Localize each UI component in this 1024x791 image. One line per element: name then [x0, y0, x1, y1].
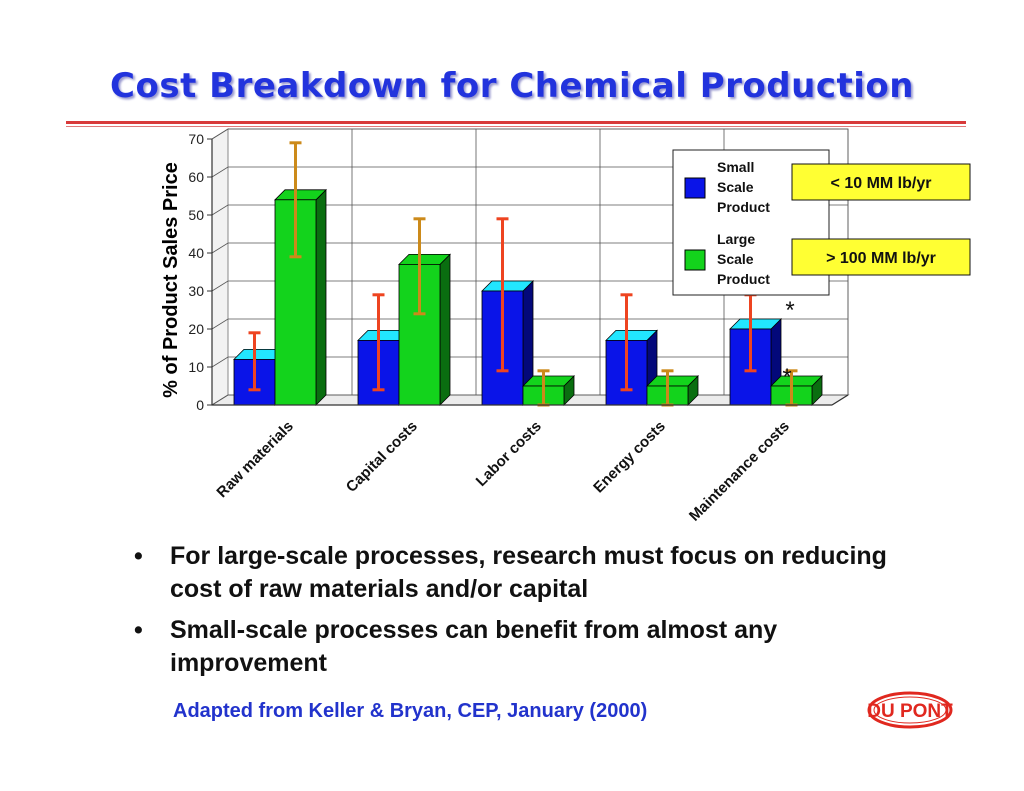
y-tick-label: 50	[188, 207, 204, 223]
x-tick-label: Maintenance costs	[686, 418, 793, 525]
x-tick-label: Raw materials	[213, 418, 296, 501]
chart-side-wall	[211, 128, 229, 406]
asterisk-marker: *	[785, 297, 794, 324]
bullet-list: • For large-scale processes, research mus…	[128, 540, 888, 688]
bullet-text: For large-scale processes, research must…	[170, 542, 887, 603]
bullet-dot: •	[134, 542, 143, 570]
title-underline-thin	[66, 126, 966, 127]
gridline	[211, 318, 848, 330]
bar-chart: 0 10 20 30 40 50 60 70 Raw materials Capital cost…	[160, 128, 971, 525]
gridline	[211, 128, 848, 140]
scale-annotation-box	[791, 238, 971, 276]
chart-annotations: < 10 MM lb/yr > 100 MM lb/yr * *	[782, 163, 971, 391]
legend-swatch	[684, 177, 706, 199]
title-underline	[66, 121, 966, 124]
source-citation: Adapted from Keller & Bryan, CEP, Januar…	[173, 700, 648, 722]
y-tick-label: 60	[188, 169, 204, 185]
bar-side	[439, 253, 451, 406]
bullet-item: • Small-scale processes can benefit from …	[128, 614, 888, 680]
y-tick-label: 30	[188, 283, 204, 299]
y-tick-label: 40	[188, 245, 204, 261]
x-tick-label: Labor costs	[473, 418, 545, 490]
slide-title: Cost Breakdown for Chemical Production	[110, 66, 914, 106]
chart-bars	[233, 141, 823, 407]
y-tick-label: 70	[188, 131, 204, 147]
scale-annotation-text: > 100 MM lb/yr	[826, 250, 936, 267]
y-tick-label: 0	[196, 397, 204, 413]
x-tick-label: Capital costs	[343, 418, 421, 496]
bar-side	[315, 188, 327, 406]
gridline	[211, 280, 848, 292]
bullet-item: • For large-scale processes, research mus…	[128, 540, 888, 606]
y-tick-label: 10	[188, 359, 204, 375]
y-tick-label: 20	[188, 321, 204, 337]
bullet-dot: •	[134, 616, 143, 644]
x-axis-depth	[831, 394, 849, 406]
gridline	[211, 166, 848, 178]
logo-text: DU PONT	[867, 701, 953, 722]
gridline	[211, 204, 848, 216]
scale-annotation-box	[791, 163, 971, 201]
legend-label: Small Scale Product	[717, 159, 770, 215]
y-axis-label: % of Product Sales Price	[160, 162, 182, 398]
asterisk-marker: *	[782, 364, 791, 391]
dupont-logo: DU PONT	[867, 691, 953, 729]
legend-swatch	[684, 249, 706, 271]
bullet-text: Small-scale processes can benefit from a…	[170, 616, 778, 677]
x-tick-label: Energy costs	[590, 418, 669, 497]
legend-label: Large Scale Product	[717, 231, 770, 287]
scale-annotation-text: < 10 MM lb/yr	[831, 175, 932, 192]
gridline	[211, 242, 848, 254]
